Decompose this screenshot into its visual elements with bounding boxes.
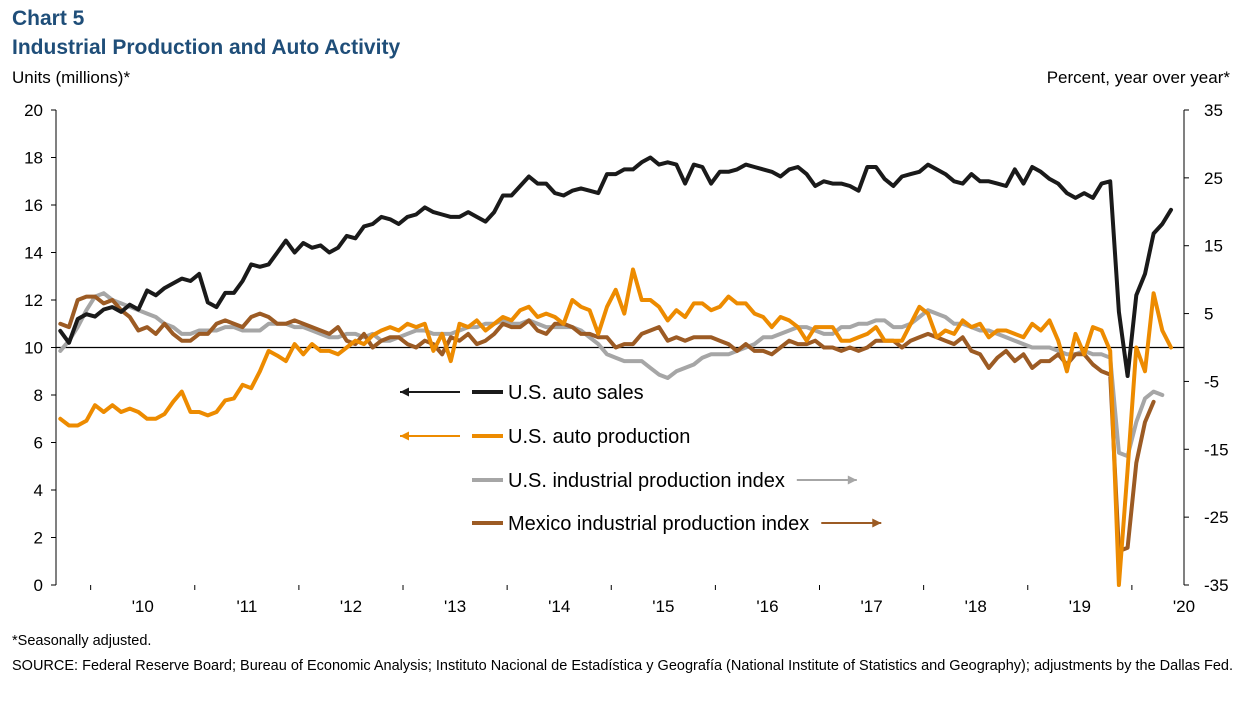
chart-plot: 0 2 4 6 8 10 12 14 16 18 20 -35 -25 -15 -5 5 15 25 35 '10 '1… <box>24 101 1229 616</box>
left-tick-label: 16 <box>24 196 43 215</box>
right-tick-label: 5 <box>1204 305 1213 324</box>
right-tick-label: 25 <box>1204 169 1223 188</box>
legend-arrowhead-mexico-industrial-production-index <box>872 518 882 528</box>
legend-label-mexico-industrial-production-index: Mexico industrial production index <box>508 513 809 535</box>
right-tick-label: -5 <box>1204 372 1219 391</box>
left-tick-label: 20 <box>24 101 43 120</box>
right-tick-label: -35 <box>1204 576 1229 595</box>
series-line-u-s-industrial-production-index <box>58 291 1165 459</box>
x-tick-label: '15 <box>652 597 674 616</box>
source-note: SOURCE: Federal Reserve Board; Bureau of… <box>12 658 1234 674</box>
left-axis-label: Units (millions)* <box>12 68 131 87</box>
x-tick-label: '12 <box>340 597 362 616</box>
x-tick-label: '20 <box>1173 597 1195 616</box>
left-tick-label: 10 <box>24 339 43 358</box>
right-tick-label: 15 <box>1204 237 1223 256</box>
x-tick-label: '11 <box>236 597 257 616</box>
right-tick-label: -15 <box>1204 440 1229 459</box>
chart-series-lines <box>58 155 1173 587</box>
series-line-u-s-auto-sales <box>58 155 1173 378</box>
chart-axes: 0 2 4 6 8 10 12 14 16 18 20 -35 -25 -15 -5 5 15 25 35 '10 '1… <box>24 101 1229 616</box>
legend-arrowhead-u-s-auto-production <box>400 431 409 441</box>
chart-legend: U.S. auto sales U.S. auto production U.S. … <box>400 382 882 535</box>
right-tick-label: 35 <box>1204 101 1223 120</box>
x-tick-label: '16 <box>756 597 778 616</box>
footnote: *Seasonally adjusted. <box>12 633 152 649</box>
legend-label-u-s-auto-production: U.S. auto production <box>508 426 690 448</box>
legend-arrowhead-u-s-auto-sales <box>400 387 409 397</box>
right-tick-label: -25 <box>1204 508 1229 527</box>
left-tick-label: 0 <box>34 576 43 595</box>
x-tick-label: '14 <box>548 597 570 616</box>
chart-title: Industrial Production and Auto Activity <box>12 36 401 59</box>
left-tick-label: 4 <box>34 481 43 500</box>
legend-label-u-s-industrial-production-index: U.S. industrial production index <box>508 470 785 492</box>
left-tick-label: 12 <box>24 291 43 310</box>
chart-number: Chart 5 <box>12 7 85 30</box>
legend-label-u-s-auto-sales: U.S. auto sales <box>508 382 644 404</box>
x-tick-label: '19 <box>1069 597 1091 616</box>
series-line-mexico-industrial-production-index <box>58 294 1156 554</box>
left-tick-label: 2 <box>34 529 43 548</box>
left-tick-label: 14 <box>24 244 43 263</box>
series-line-u-s-auto-production <box>58 267 1173 587</box>
x-tick-label: '13 <box>444 597 466 616</box>
left-tick-label: 18 <box>24 149 43 168</box>
legend-arrowhead-u-s-industrial-production-index <box>847 475 857 485</box>
x-tick-label: '17 <box>861 597 883 616</box>
right-axis-label: Percent, year over year* <box>1046 68 1230 87</box>
left-tick-label: 6 <box>34 434 43 453</box>
x-tick-label: '18 <box>965 597 987 616</box>
x-tick-label: '10 <box>132 597 154 616</box>
left-tick-label: 8 <box>34 386 43 405</box>
